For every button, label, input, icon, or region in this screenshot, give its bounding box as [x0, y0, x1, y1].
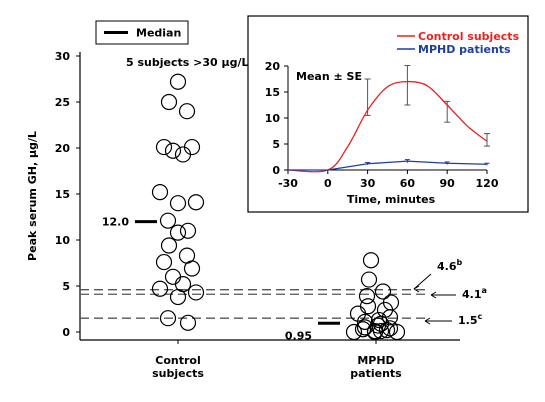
data-point: [345, 323, 363, 341]
data-point: [169, 224, 187, 241]
category-label: patients: [350, 367, 402, 380]
reference-label-superscript: c: [478, 312, 483, 321]
main-scatter-chart: 0 5 10 15 20 25 30 Peak serum GH, µg/L 4.6b 4.1…: [26, 20, 487, 380]
median-markers: 12.0 0.95: [102, 216, 340, 342]
data-point: [164, 142, 182, 159]
inset-legend: Control subjects MPHD patients: [397, 30, 520, 56]
data-point: [187, 284, 205, 301]
reference-arrow-head: [413, 288, 420, 293]
inset-title: Mean ± SE: [296, 70, 362, 83]
inset-y-tick-label: 10: [265, 112, 281, 125]
data-points: [151, 73, 406, 341]
data-point: [169, 73, 187, 90]
legend-mphd-label: MPHD patients: [418, 43, 511, 56]
reference-arrow-head: [424, 320, 431, 325]
main-y-tick-label: 0: [62, 326, 70, 339]
data-point: [155, 138, 173, 156]
data-point: [356, 319, 374, 336]
reference-label: 4.1a: [462, 286, 487, 301]
main-y-axis-label: Peak serum GH, µg/L: [26, 131, 39, 261]
data-point: [362, 252, 380, 269]
legend-box: [95, 20, 189, 45]
inset-y-tick-label: 15: [265, 86, 280, 99]
inset-frame: [247, 15, 529, 213]
data-point: [372, 322, 390, 340]
reference-arrow-head: [424, 317, 431, 322]
data-point: [183, 138, 201, 156]
reference-arrow-head: [413, 285, 420, 290]
series-line-control: [287, 80, 488, 173]
inset-x-tick-label: 120: [476, 177, 499, 190]
category-label: Control: [155, 354, 200, 367]
data-point: [359, 298, 377, 315]
series-line-mphd: [288, 160, 488, 171]
category-label: MPHD: [357, 354, 394, 367]
data-point: [151, 280, 169, 297]
legend-median-label: Median: [136, 27, 181, 40]
data-point: [183, 260, 201, 277]
data-point: [169, 195, 187, 212]
main-y-tick-label: 20: [55, 142, 71, 155]
data-point: [388, 323, 406, 341]
reference-lines: 4.6b 4.1a 1.5c: [80, 258, 487, 327]
data-point: [169, 288, 187, 306]
reference-label-superscript: b: [457, 258, 463, 267]
data-point: [370, 311, 388, 329]
inset-x-tick-label: 30: [360, 177, 376, 190]
reference-arrow-head: [430, 291, 437, 296]
main-y-tick-label: 15: [55, 188, 70, 201]
data-point: [164, 268, 182, 285]
data-point: [356, 313, 374, 330]
inset-x-tick-label: 90: [440, 177, 456, 190]
inset-y-tick-label: 5: [272, 138, 280, 151]
data-point: [160, 93, 178, 111]
reference-leader: [413, 273, 432, 290]
data-point: [366, 323, 384, 341]
main-y-tick-label: 30: [55, 50, 71, 63]
inset-series: [287, 64, 490, 173]
main-y-tick-label: 25: [55, 96, 70, 109]
data-point: [358, 288, 376, 305]
reference-arrow-head: [430, 294, 437, 299]
data-point: [155, 253, 173, 271]
inset-x-ticks: -30 0 30 60 90 120: [278, 170, 499, 190]
legend-control-label: Control subjects: [418, 30, 520, 43]
data-point: [151, 184, 169, 201]
inset-y-ticks: 0 5 10 15 20: [265, 60, 288, 177]
median-label: 12.0: [102, 216, 129, 229]
inset-y-tick-label: 20: [265, 60, 281, 73]
data-point: [381, 309, 399, 326]
median-legend: Median: [95, 20, 189, 45]
inset-x-tick-label: 60: [400, 177, 416, 190]
inset-x-tick-label: 0: [324, 177, 332, 190]
main-y-ticks: 0 5 10 15 20 25 30: [55, 50, 80, 339]
reference-label-superscript: a: [482, 286, 487, 295]
median-label: 0.95: [285, 329, 312, 342]
annotation-above-30: 5 subjects >30 µg/L: [126, 56, 248, 69]
data-point: [159, 212, 177, 229]
data-point: [179, 222, 197, 239]
main-y-tick-label: 10: [55, 234, 71, 247]
reference-label: 4.6b: [437, 258, 463, 273]
inset-x-axis-label: Time, minutes: [347, 193, 436, 206]
data-point: [360, 271, 378, 288]
main-y-tick-label: 5: [62, 280, 70, 293]
inset-x-tick-label: -30: [278, 177, 298, 190]
reference-label: 1.5c: [458, 312, 483, 327]
data-point: [160, 237, 178, 254]
data-point: [187, 194, 205, 211]
data-point: [174, 146, 192, 163]
data-point: [159, 310, 177, 327]
data-point: [354, 321, 372, 338]
inset-y-tick-label: 0: [272, 164, 280, 177]
data-point: [374, 283, 392, 300]
data-point: [378, 322, 396, 339]
category-label: subjects: [152, 367, 204, 380]
data-point: [178, 103, 196, 120]
data-point: [179, 314, 197, 331]
